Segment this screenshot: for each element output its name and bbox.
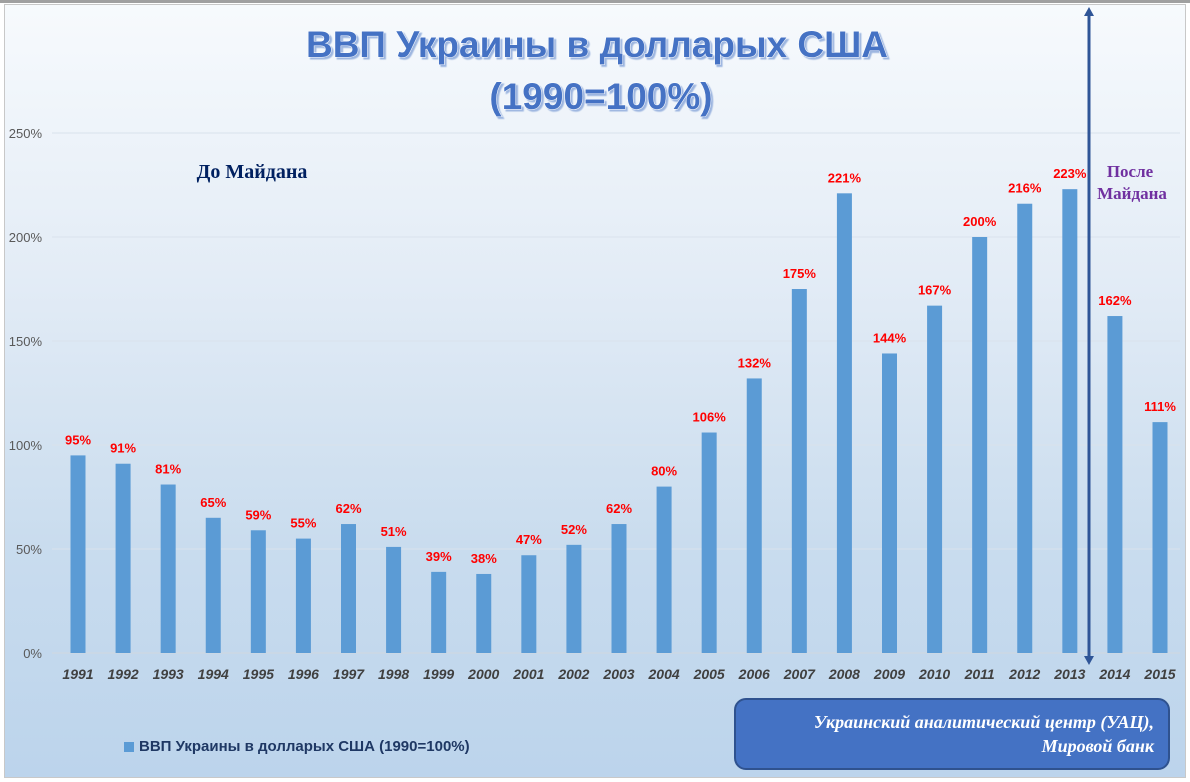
data-label-2005: 106% bbox=[693, 410, 727, 425]
data-label-1992: 91% bbox=[110, 441, 136, 456]
data-label-2012: 216% bbox=[1008, 181, 1042, 196]
bar-2011 bbox=[972, 237, 988, 653]
data-label-2014: 162% bbox=[1098, 293, 1132, 308]
x-tick-label: 2004 bbox=[648, 666, 680, 682]
bar-2002 bbox=[566, 544, 582, 653]
top-border bbox=[0, 0, 1190, 3]
bar-2013 bbox=[1062, 189, 1078, 653]
bar-1994 bbox=[205, 517, 221, 653]
arrow-down-icon bbox=[1084, 656, 1094, 665]
y-tick-label: 100% bbox=[9, 438, 43, 453]
data-label-2011: 200% bbox=[963, 214, 997, 229]
data-label-2002: 52% bbox=[561, 522, 587, 537]
x-tick-label: 2006 bbox=[738, 666, 770, 682]
data-label-2013: 223% bbox=[1053, 166, 1087, 181]
data-label-1994: 65% bbox=[200, 495, 226, 510]
data-label-2001: 47% bbox=[516, 532, 542, 547]
x-tick-label: 2015 bbox=[1143, 666, 1175, 682]
bar-2015 bbox=[1152, 422, 1168, 653]
source-box: Украинский аналитический центр (УАЦ), Ми… bbox=[734, 698, 1170, 770]
bar-2004 bbox=[656, 486, 672, 653]
x-tick-label: 2008 bbox=[828, 666, 860, 682]
x-tick-label: 1995 bbox=[243, 666, 274, 682]
bar-2012 bbox=[1017, 203, 1033, 653]
bar-1995 bbox=[250, 530, 266, 653]
bar-2014 bbox=[1107, 316, 1123, 653]
x-tick-label: 1994 bbox=[198, 666, 229, 682]
x-tick-label: 2005 bbox=[693, 666, 725, 682]
data-label-2009: 144% bbox=[873, 330, 907, 345]
legend-label: ВВП Украины в долларых США (1990=100%) bbox=[139, 738, 470, 755]
bar-2008 bbox=[836, 193, 852, 653]
after-maidan-label-2: Майдана bbox=[1097, 184, 1167, 203]
x-tick-label: 2003 bbox=[602, 666, 634, 682]
data-label-1993: 81% bbox=[155, 462, 181, 477]
bar-1991 bbox=[70, 455, 86, 653]
bar-2007 bbox=[791, 289, 807, 653]
y-tick-label: 150% bbox=[9, 334, 43, 349]
data-label-1998: 51% bbox=[381, 524, 407, 539]
bar-1993 bbox=[160, 484, 176, 653]
arrow-up-icon bbox=[1084, 7, 1094, 16]
bar-1992 bbox=[115, 463, 131, 653]
bar-2009 bbox=[882, 353, 897, 653]
data-label-2008: 221% bbox=[828, 170, 862, 185]
x-tick-label: 1991 bbox=[62, 666, 93, 682]
legend: ВВП Украины в долларых США (1990=100%) bbox=[124, 738, 470, 755]
divider-arrow bbox=[1084, 7, 1094, 665]
source-line-1: Украинский аналитический центр (УАЦ), bbox=[813, 712, 1154, 732]
bar-1997 bbox=[341, 524, 356, 653]
bar-1996 bbox=[295, 538, 311, 653]
x-tick-label: 2002 bbox=[557, 666, 589, 682]
data-label-1999: 39% bbox=[426, 549, 452, 564]
after-maidan-label-1: После bbox=[1107, 162, 1154, 181]
data-label-2003: 62% bbox=[606, 501, 632, 516]
bar-2003 bbox=[611, 524, 627, 653]
x-tick-label: 1998 bbox=[378, 666, 409, 682]
data-label-2006: 132% bbox=[738, 355, 772, 370]
x-tick-label: 2013 bbox=[1053, 666, 1085, 682]
data-label-2010: 167% bbox=[918, 283, 952, 298]
data-label-2007: 175% bbox=[783, 266, 817, 281]
bar-2006 bbox=[746, 378, 762, 653]
title-line-1: ВВП Украины в долларых США bbox=[306, 24, 888, 65]
x-tick-label: 1999 bbox=[423, 666, 454, 682]
x-tick-label: 1997 bbox=[333, 666, 365, 682]
bar-2000 bbox=[476, 573, 492, 653]
bar-1998 bbox=[386, 546, 402, 653]
y-tick-label: 0% bbox=[23, 646, 42, 661]
data-label-2000: 38% bbox=[471, 551, 497, 566]
data-label-1995: 59% bbox=[245, 507, 271, 522]
x-tick-label: 2010 bbox=[918, 666, 950, 682]
data-label-1991: 95% bbox=[65, 432, 91, 447]
data-label-2015: 111% bbox=[1144, 399, 1176, 414]
bar-2001 bbox=[521, 555, 537, 653]
title-line-2: (1990=100%) bbox=[489, 76, 712, 117]
bar-2010 bbox=[927, 305, 943, 653]
data-label-1996: 55% bbox=[290, 516, 316, 531]
legend-swatch bbox=[124, 741, 134, 752]
before-maidan-label: До Майдана bbox=[197, 161, 308, 183]
x-tick-label: 1992 bbox=[108, 666, 139, 682]
x-tick-label: 2001 bbox=[512, 666, 544, 682]
source-line-2: Мировой банк bbox=[1041, 736, 1154, 756]
x-tick-label: 2009 bbox=[873, 666, 905, 682]
bar-2005 bbox=[701, 432, 717, 653]
x-tick-label: 2000 bbox=[467, 666, 499, 682]
data-label-1997: 62% bbox=[335, 501, 361, 516]
x-tick-label: 2012 bbox=[1008, 666, 1040, 682]
x-tick-label: 1993 bbox=[153, 666, 184, 682]
x-tick-label: 2011 bbox=[964, 666, 995, 682]
bar-1999 bbox=[431, 571, 447, 653]
x-tick-label: 2014 bbox=[1098, 666, 1130, 682]
chart-title: ВВП Украины в долларых США (1990=100%) bbox=[305, 24, 888, 118]
y-tick-label: 50% bbox=[16, 542, 42, 557]
y-tick-label: 200% bbox=[9, 230, 43, 245]
x-tick-label: 1996 bbox=[288, 666, 319, 682]
y-tick-label: 250% bbox=[9, 126, 43, 141]
x-tick-label: 2007 bbox=[783, 666, 816, 682]
data-label-2004: 80% bbox=[651, 464, 677, 479]
